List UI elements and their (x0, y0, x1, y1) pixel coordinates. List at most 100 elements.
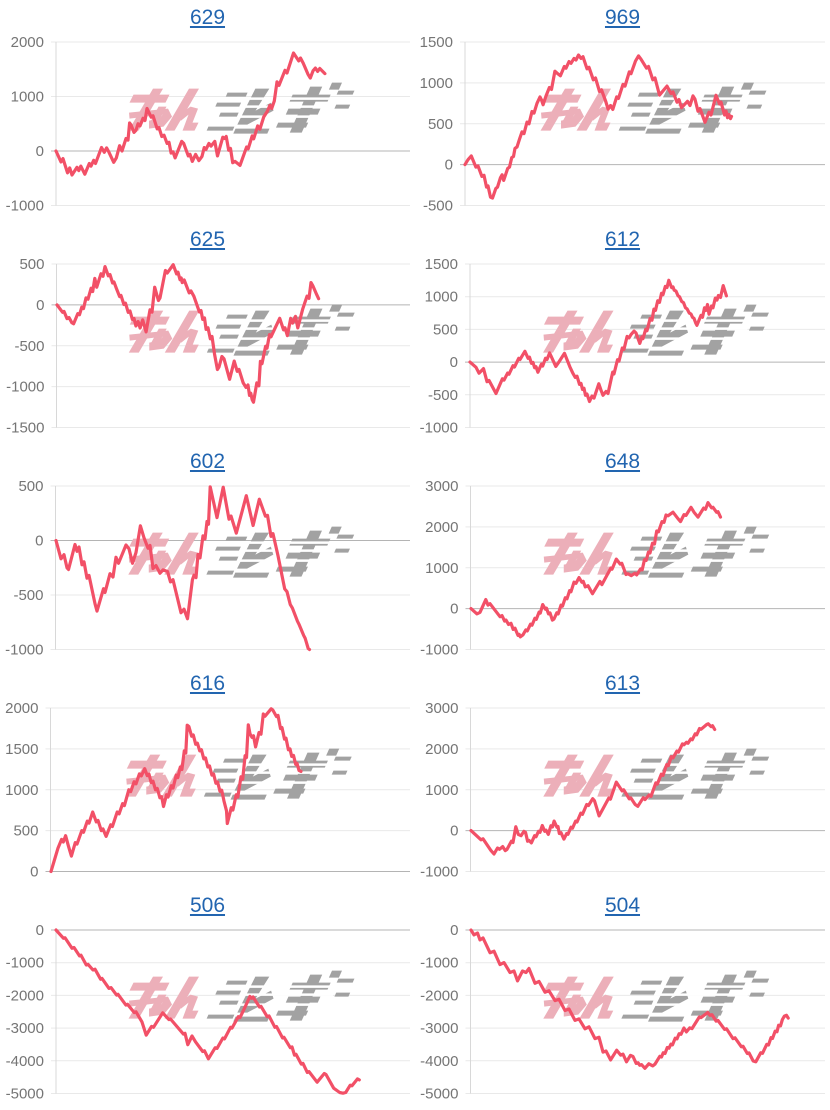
chart-title-row: 602 (0, 450, 415, 474)
slump-graph: 2000 1000 0 -1000 (6, 34, 410, 215)
slump-graph: 1500 1000 500 0 -500 -1000 (420, 256, 825, 437)
slump-line (469, 500, 723, 639)
chart-cell: 612 1500 1000 500 0 -500 -1000 (415, 222, 830, 444)
slump-graph: 1500 1000 500 0 -500 (420, 34, 825, 215)
y-tick-label: -3000 (6, 1020, 44, 1037)
y-tick-label: 2000 (11, 34, 44, 51)
chart-title-row: 506 (0, 894, 415, 918)
y-tick-label: 0 (450, 354, 458, 371)
y-tick-label: 1000 (425, 289, 458, 306)
y-tick-label: -500 (13, 587, 43, 604)
chart-title-row: 613 (415, 672, 830, 696)
y-tick-label: -1000 (6, 955, 44, 972)
y-tick-label: 1500 (425, 256, 458, 273)
y-tick-label: 1000 (5, 782, 38, 799)
chart-title-link[interactable]: 616 (189, 672, 226, 695)
minrepo-watermark-icon (543, 748, 770, 800)
chart-cell: 629 2000 1000 0 -1000 (0, 0, 415, 222)
slump-line (469, 928, 790, 1070)
y-tick-label: 1000 (420, 75, 453, 92)
minrepo-watermark-icon (128, 526, 355, 578)
slump-graph: 500 0 -500 -1000 -1500 (6, 256, 410, 437)
y-tick-label: -1000 (420, 864, 458, 881)
y-tick-label: -5000 (420, 1086, 458, 1103)
chart-title-link[interactable]: 969 (604, 6, 641, 29)
chart-title-link[interactable]: 504 (604, 894, 641, 917)
minrepo-watermark-icon (540, 82, 767, 134)
chart-title-link[interactable]: 506 (189, 894, 226, 917)
y-tick-label: -1000 (5, 642, 43, 659)
chart-title-row: 612 (415, 228, 830, 252)
y-tick-label: 0 (30, 864, 38, 881)
y-tick-label: 2000 (5, 700, 38, 717)
y-tick-label: 500 (433, 321, 458, 338)
y-tick-label: 1000 (425, 782, 458, 799)
chart-title-row: 648 (415, 450, 830, 474)
chart-cell: 602 500 0 -500 -1000 (0, 444, 415, 666)
y-tick-label: 0 (36, 922, 44, 939)
minrepo-watermark-icon (543, 304, 769, 356)
y-tick-label: -2000 (6, 987, 44, 1004)
minrepo-watermark-icon (128, 304, 355, 356)
slump-graph: 0 -1000 -2000 -3000 -4000 -5000 (6, 922, 410, 1103)
slump-graph: 2000 1500 1000 500 0 (5, 700, 410, 881)
y-tick-label: 500 (19, 256, 44, 273)
slump-line (55, 263, 321, 404)
chart-title-link[interactable]: 648 (604, 450, 641, 473)
chart-cell: 969 1500 1000 500 0 -500 (415, 0, 830, 222)
y-tick-label: 1500 (420, 34, 453, 51)
chart-cell: 613 3000 2000 1000 0 -1000 (415, 666, 830, 888)
chart-title-link[interactable]: 612 (604, 228, 641, 251)
y-tick-label: -500 (428, 387, 458, 404)
slump-line (54, 51, 327, 177)
y-tick-label: 500 (428, 116, 453, 133)
slump-line (469, 722, 717, 856)
slump-line (463, 53, 734, 200)
y-tick-label: 1000 (11, 89, 44, 106)
slump-line (54, 928, 361, 1095)
y-tick-label: 0 (450, 823, 458, 840)
y-tick-label: -4000 (420, 1053, 458, 1070)
slump-line (468, 278, 728, 404)
slump-line (54, 485, 312, 652)
y-tick-label: 1000 (425, 560, 458, 577)
y-tick-label: -1500 (6, 420, 44, 437)
chart-cell: 616 2000 1500 1000 500 0 (0, 666, 415, 888)
y-tick-label: 0 (36, 143, 44, 160)
y-tick-label: -500 (423, 198, 453, 215)
chart-title-row: 504 (415, 894, 830, 918)
y-tick-label: -1000 (420, 642, 458, 659)
y-tick-label: -1000 (420, 955, 458, 972)
y-tick-label: 3000 (425, 478, 458, 495)
y-tick-label: 500 (18, 478, 43, 495)
chart-title-row: 625 (0, 228, 415, 252)
y-tick-label: 2000 (425, 519, 458, 536)
chart-cell: 506 0 -1000 -2000 -3000 -4000 -5000 (0, 888, 415, 1110)
chart-title-row: 616 (0, 672, 415, 696)
y-tick-label: 2000 (425, 741, 458, 758)
y-tick-label: -5000 (6, 1086, 44, 1103)
slump-graph: 0 -1000 -2000 -3000 -4000 -5000 (420, 922, 825, 1103)
minrepo-watermark-icon (125, 748, 352, 800)
y-tick-label: 0 (450, 922, 458, 939)
y-tick-label: -1000 (6, 379, 44, 396)
y-tick-label: 0 (445, 157, 453, 174)
y-tick-label: -2000 (420, 987, 458, 1004)
chart-title-link[interactable]: 625 (189, 228, 226, 251)
minrepo-watermark-icon (543, 970, 770, 1022)
y-tick-label: -500 (14, 338, 44, 355)
chart-cell: 648 3000 2000 1000 0 -1000 (415, 444, 830, 666)
chart-title-link[interactable]: 602 (189, 450, 226, 473)
slump-graph: 3000 2000 1000 0 -1000 (420, 478, 825, 659)
y-tick-label: -1000 (420, 420, 458, 437)
y-tick-label: -3000 (420, 1020, 458, 1037)
chart-cell: 504 0 -1000 -2000 -3000 -4000 -5000 (415, 888, 830, 1110)
minrepo-watermark-icon (128, 82, 355, 134)
y-tick-label: 1500 (5, 741, 38, 758)
slump-graph: 3000 2000 1000 0 -1000 (420, 700, 825, 881)
chart-title-link[interactable]: 613 (604, 672, 641, 695)
y-tick-label: 3000 (425, 700, 458, 717)
y-tick-label: 0 (450, 601, 458, 618)
chart-title-link[interactable]: 629 (189, 6, 226, 29)
